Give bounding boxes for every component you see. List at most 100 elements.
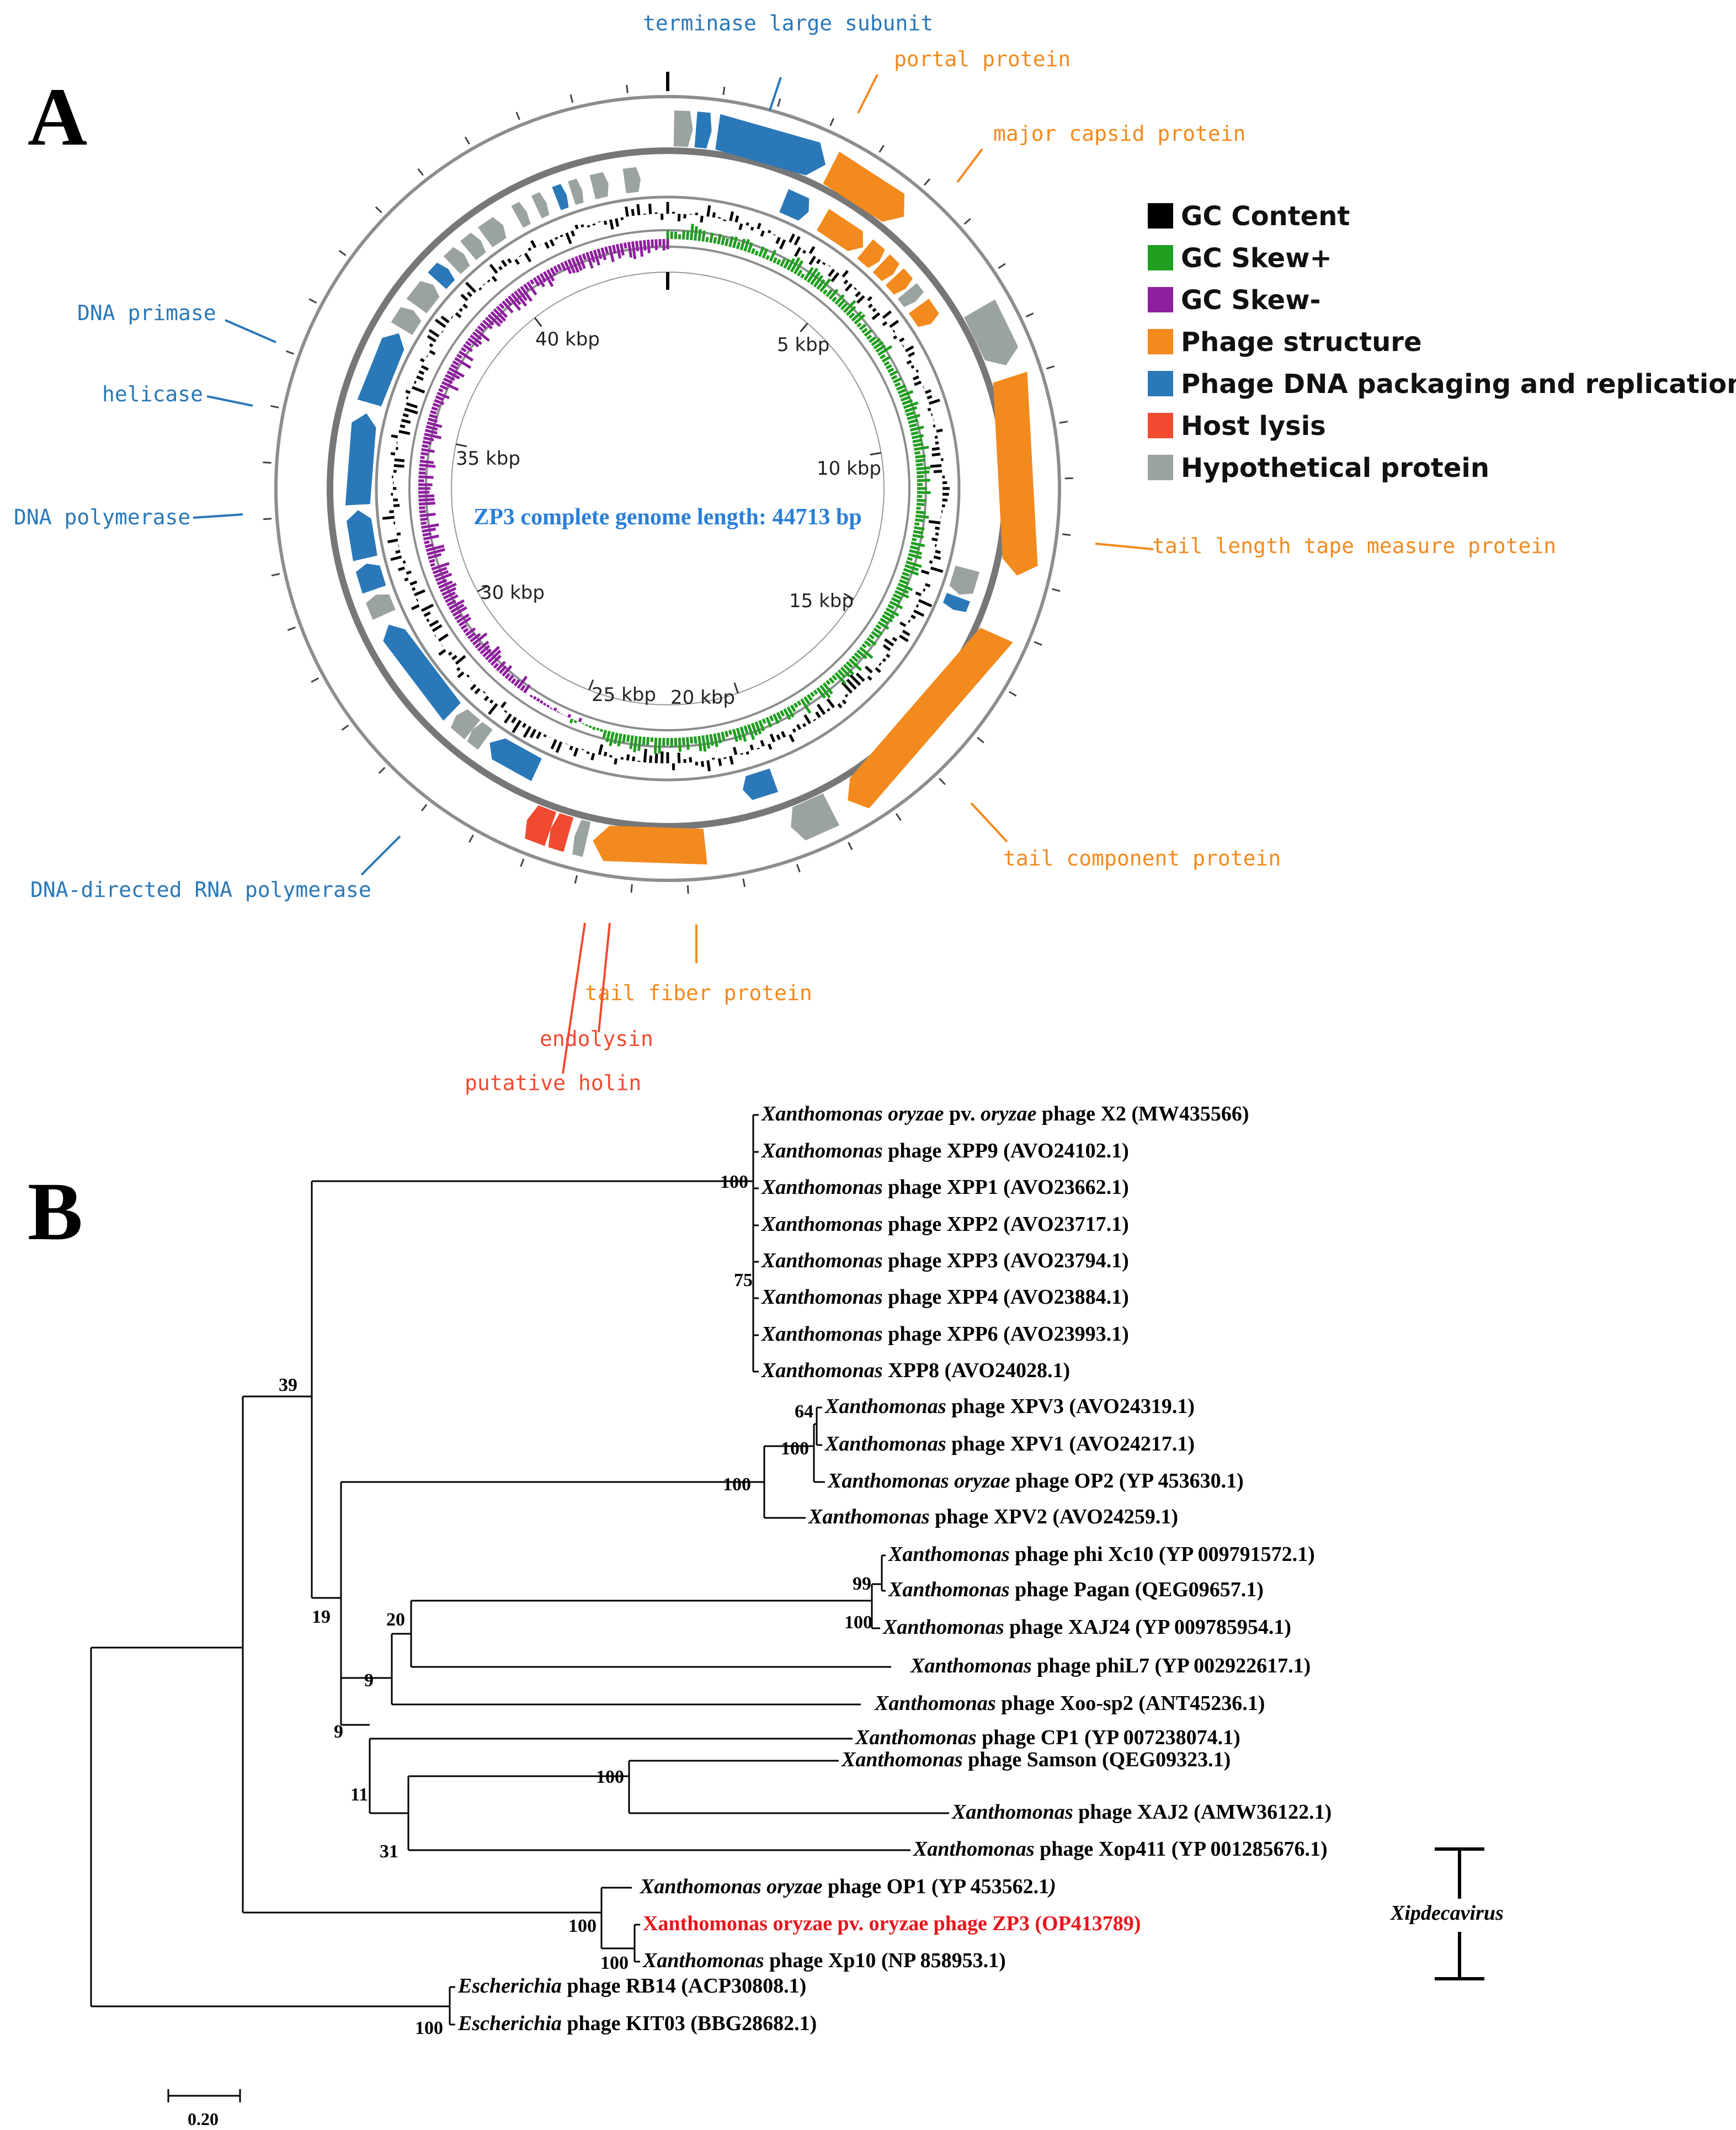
gc-skew-bar: [585, 252, 594, 269]
gc-content-bar: [406, 570, 412, 575]
legend-label-gc-skew-plus: GC Skew+: [1181, 243, 1332, 274]
gc-skew-bar: [633, 736, 638, 753]
outer-tick: [464, 136, 470, 145]
gc-content-bar: [395, 447, 398, 450]
gc-skew-bar: [685, 737, 690, 750]
gc-skew-bar: [904, 564, 919, 571]
gc-skew-bar: [681, 737, 685, 746]
gc-content-bar: [609, 755, 613, 758]
gc-skew-bar: [912, 538, 917, 541]
gc-skew-bar: [613, 732, 619, 744]
gc-content-bar: [530, 240, 537, 248]
gc-skew-bar: [914, 526, 925, 531]
outer-tick: [777, 98, 781, 107]
gc-skew-bar: [615, 243, 622, 259]
gene-arrow-packaging: [552, 184, 569, 210]
axis-ticks: [456, 272, 881, 694]
tree-taxon-label: Xanthomonas phage Xop411 (YP 001285676.1…: [913, 1837, 1328, 1861]
gc-content-bar: [514, 258, 520, 265]
gc-content-bar: [598, 744, 604, 755]
outer-tick: [1052, 588, 1061, 592]
tree-taxon-label: Xanthomonas XPP8 (AVO24028.1): [761, 1359, 1070, 1382]
gc-content-bar: [892, 636, 898, 642]
gene-arrow-packaging: [743, 768, 779, 800]
gc-skew-bar: [873, 341, 884, 350]
gc-content-bar: [844, 694, 849, 698]
gc-content-bar: [636, 204, 641, 215]
gc-skew-bar: [891, 375, 898, 380]
gc-skew-bar: [435, 572, 452, 582]
gc-skew-bar: [513, 290, 528, 307]
gc-skew-bar: [472, 632, 488, 646]
gc-skew-bar: [487, 314, 501, 327]
callout-dna-polymerase: DNA polymerase: [14, 505, 190, 529]
tree-taxon-label: Xanthomonas phage Xp10 (NP 858953.1): [642, 1949, 1006, 1972]
gc-skew-bar: [891, 597, 901, 604]
gc-content-bar: [913, 609, 925, 617]
tree-taxon-label: Xanthomonas phage CP1 (YP 007238074.1): [855, 1726, 1240, 1749]
gc-skew-bar: [420, 517, 428, 522]
gc-content-bar: [912, 375, 919, 381]
bootstrap-value: 11: [350, 1784, 368, 1805]
gc-skew-bar: [546, 704, 550, 708]
gc-skew-bar: [779, 258, 786, 267]
gc-content-bar: [908, 352, 915, 358]
gc-skew-bar: [578, 718, 583, 723]
gene-arrow-structure: [908, 299, 939, 327]
gc-content-bar: [455, 312, 462, 318]
gc-skew-bar: [697, 229, 702, 241]
gc-skew-bar: [826, 289, 833, 298]
gc-content-bar: [400, 424, 406, 428]
outer-tick: [574, 875, 578, 884]
gc-skew-bar: [432, 402, 440, 408]
gc-skew-bar: [418, 502, 435, 506]
gc-skew-bar: [864, 640, 872, 647]
gc-skew-bar: [837, 669, 846, 678]
gc-content-bar: [745, 222, 749, 226]
gc-skew-bar: [779, 710, 785, 717]
gc-content-bar: [440, 315, 450, 323]
gc-skew-bar: [909, 545, 920, 551]
legend-label-gc-content: GC Content: [1181, 201, 1350, 232]
gene-arrow-packaging: [347, 510, 377, 561]
kbp-label-20: 20 kbp: [670, 687, 735, 709]
gc-skew-bar: [609, 731, 615, 746]
outer-tick: [375, 206, 382, 214]
gc-skew-bar: [859, 323, 867, 331]
gc-content-bar: [915, 369, 919, 373]
gc-skew-bar: [826, 679, 831, 686]
gc-skew-bar: [450, 363, 459, 370]
gc-skew-bar: [431, 562, 450, 571]
bootstrap-value: 99: [853, 1574, 871, 1594]
gc-skew-bar: [909, 426, 924, 432]
bootstrap-value: 31: [380, 1841, 398, 1862]
gene-arrows: [345, 110, 1038, 865]
gc-content-bar: [796, 724, 802, 730]
gc-skew-bar: [840, 666, 851, 678]
tree-taxon-label: Xanthomonas phage XPP9 (AVO24102.1): [761, 1139, 1129, 1162]
outer-tick: [341, 724, 349, 731]
gc-content-bar: [391, 434, 398, 439]
scale-label: 0.20: [188, 2109, 219, 2129]
gc-content-bar: [429, 349, 436, 355]
gc-skew-bar: [892, 377, 902, 384]
tree-taxon-label: Xanthomonas oryzae phage OP2 (YP 453630.…: [827, 1469, 1244, 1492]
gc-content-bar: [815, 711, 821, 719]
legend-swatch-structure: [1148, 329, 1173, 354]
kbp-label-40: 40 kbp: [535, 328, 600, 350]
gc-skew-bar: [912, 434, 924, 439]
gc-skew-bar: [550, 267, 556, 277]
bootstrap-value: 100: [844, 1612, 872, 1633]
gc-content-bar: [905, 345, 914, 353]
gc-skew-bar: [856, 649, 867, 660]
gc-content-bar: [768, 743, 773, 750]
gc-skew-bar: [571, 257, 580, 273]
gc-skew-bar: [647, 240, 651, 253]
gc-skew-bar: [553, 265, 559, 273]
gc-content-bar: [794, 247, 802, 257]
gc-content-bar: [842, 699, 847, 705]
gc-skew-bar: [907, 413, 921, 421]
gc-skew-bar: [819, 684, 831, 699]
gc-skew-bar: [776, 259, 781, 265]
bootstrap-value: 19: [312, 1607, 331, 1627]
